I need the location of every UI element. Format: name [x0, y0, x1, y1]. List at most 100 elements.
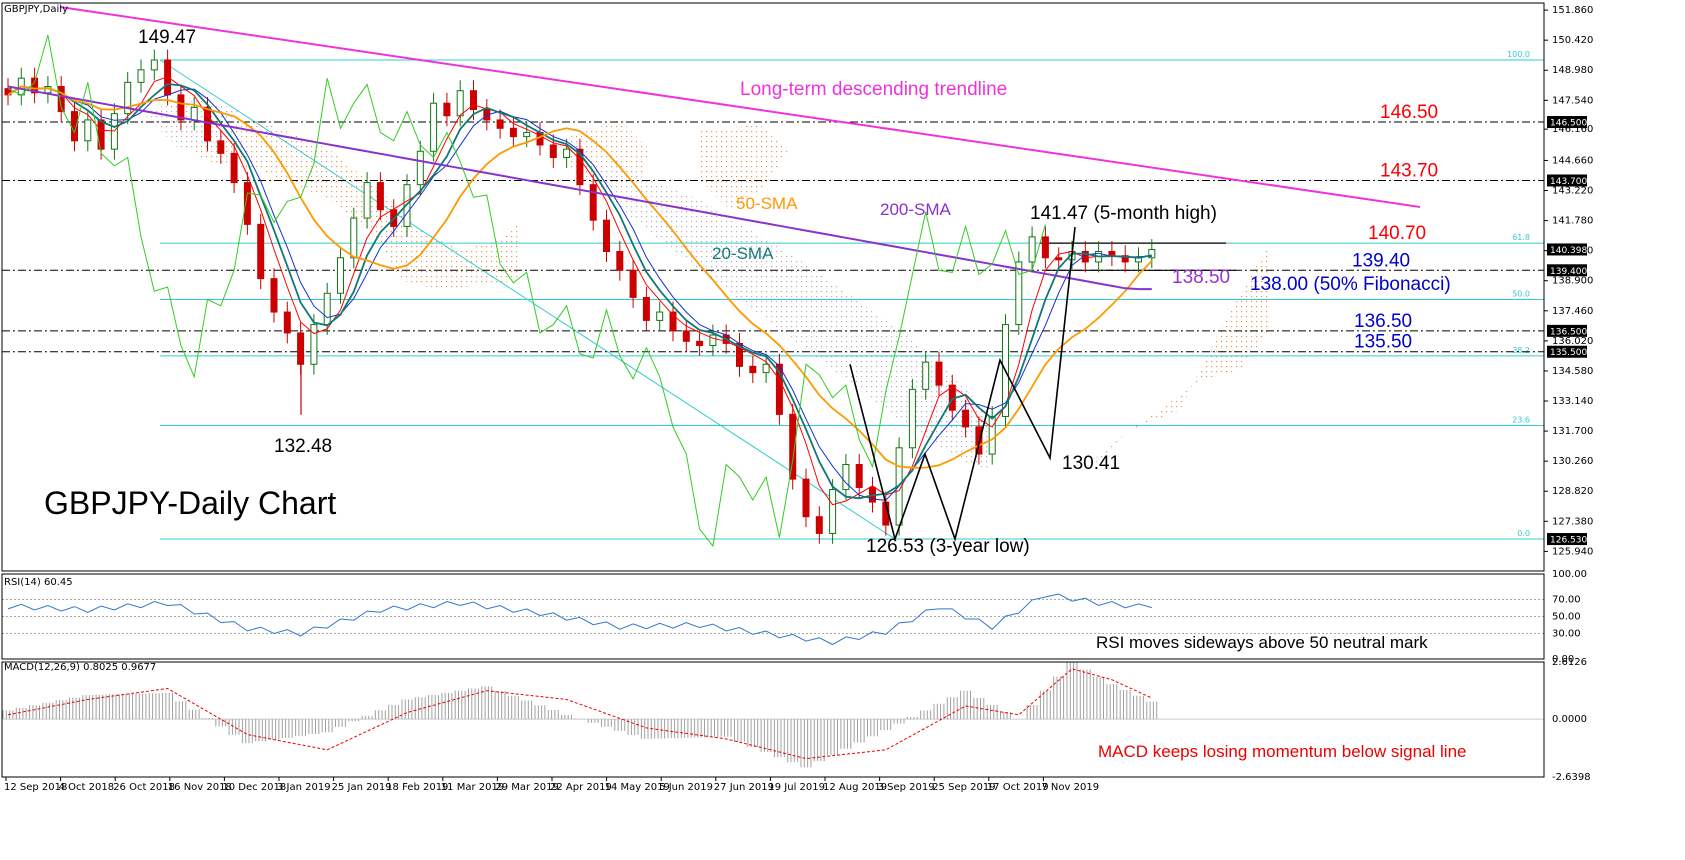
price-panel: 100.0 61.8 50.0 38.2 23.6 0.0 146.50 143.70 140.…: [2, 6, 1544, 548]
candle-body: [376, 182, 384, 211]
date-tick-label: 11 Mar 2019: [441, 782, 504, 793]
rsi-panel: 100.00 70.00 50.00 30.00 0.00: [2, 569, 1587, 665]
rsi-tick-label: 50.00: [1552, 612, 1581, 623]
low-jan-label: 132.48: [274, 436, 332, 457]
symbol-label: GBPJPY,Daily: [4, 4, 68, 15]
candle-body: [789, 413, 797, 480]
candle-body: [190, 106, 198, 121]
rsi-tick-label: 70.00: [1552, 595, 1581, 606]
candle-body: [576, 148, 584, 186]
date-tick-label: 12 Aug 2019: [823, 782, 887, 793]
date-tick-label: 29 Mar 2019: [495, 782, 558, 793]
macd-tick-label: 2.6126: [1552, 657, 1587, 668]
price-panel-frame: [1, 2, 1545, 572]
price-tick-label: 133.140: [1552, 396, 1593, 407]
candle-body: [84, 119, 92, 142]
candle-body: [629, 269, 637, 298]
price-tick-label: 147.540: [1552, 95, 1593, 106]
chart-title: GBPJPY-Daily Chart: [44, 485, 336, 521]
candle-body: [603, 219, 610, 252]
date-tick-label: 19 Jul 2019: [768, 782, 825, 793]
price-tick-label: 128.820: [1552, 486, 1593, 497]
candle-body: [337, 257, 344, 294]
price-tag-box: [1547, 174, 1587, 187]
axes-layer: 151.860 150.420 148.980 147.540 146.160 144.6…: [1, 2, 1593, 793]
zigzag-pattern: [849, 226, 1076, 542]
candle-body: [177, 94, 185, 121]
price-tick-label: 136.020: [1552, 336, 1593, 347]
fib-label-61-8: 61.8: [1512, 233, 1530, 242]
candle-body: [363, 182, 371, 219]
candle-body: [523, 131, 531, 138]
level-label-143-70: 143.70: [1380, 161, 1438, 182]
macd-signal-line: [7, 668, 1153, 760]
candle-body: [1015, 261, 1023, 326]
candle-body: [416, 150, 424, 186]
rsi-line: [7, 593, 1152, 646]
annotation-layer: GBPJPY,Daily GBPJPY-Daily Chart Long-ter…: [4, 4, 1467, 761]
candle-body: [589, 184, 597, 221]
candle-body: [842, 464, 850, 491]
price-tick-label: 146.160: [1552, 124, 1593, 135]
sma200-value-label: 138.50: [1172, 267, 1230, 288]
price-tick-label: 148.980: [1552, 65, 1593, 76]
price-tick-label: 150.420: [1552, 35, 1593, 46]
price-tag-label: 139.400: [1550, 267, 1587, 277]
ichimoku-cloud-orange: [180, 120, 520, 290]
candle-body: [682, 330, 690, 342]
candle-body: [669, 311, 677, 332]
ichimoku-cloud-gray: [600, 160, 990, 470]
candle-body: [775, 363, 783, 415]
candle-body: [217, 140, 225, 154]
price-tag-box: [1547, 533, 1587, 546]
price-tag-box: [1547, 116, 1587, 129]
candle-body: [988, 415, 996, 455]
candle-body: [283, 311, 291, 334]
price-tag-label: 126.530: [1550, 536, 1587, 546]
candle-body: [323, 292, 331, 326]
rsi-note: RSI moves sideways above 50 neutral mark: [1096, 633, 1428, 652]
candle-body: [656, 311, 664, 321]
candle-body: [110, 113, 118, 150]
rsi-tick-label: 0.00: [1552, 654, 1574, 665]
candle-body: [1028, 236, 1036, 263]
candle-body: [243, 182, 251, 225]
candle-body: [922, 361, 930, 390]
macd-tick-label: 0.0000: [1552, 714, 1587, 725]
candle-body: [137, 69, 145, 83]
candle-body: [616, 251, 624, 271]
price-tick-label: 143.220: [1552, 186, 1593, 197]
fib-diagonal: [159, 59, 896, 540]
fib-label-100-0: 100.0: [1507, 50, 1530, 59]
candle-body: [855, 464, 863, 488]
ichimoku-cloud-gray: [140, 100, 240, 150]
date-tick-label: 4 Oct 2018: [59, 782, 114, 793]
price-tag-label: 135.500: [1550, 348, 1587, 358]
price-tick-label: 151.860: [1552, 5, 1593, 16]
candle-body: [962, 409, 970, 428]
fib-label-23-6: 23.6: [1512, 415, 1530, 424]
candle-body: [270, 278, 278, 313]
macd-note: MACD keeps losing momentum below signal …: [1098, 742, 1467, 761]
candle-body: [815, 516, 823, 534]
sma20-line: [7, 83, 1152, 500]
low-sep-label: 130.41: [1062, 453, 1120, 474]
candle-body: [762, 363, 770, 374]
candle-body: [470, 90, 477, 110]
candle-body: [350, 217, 358, 259]
rsi-panel-frame: [1, 573, 1545, 660]
candle-body: [975, 426, 983, 455]
ichimoku-cloud-orange: [700, 125, 790, 210]
price-axis: 151.860 150.420 148.980 147.540 146.160 144.6…: [1544, 5, 1593, 557]
price-tick-label: 137.460: [1552, 306, 1593, 317]
date-tick-label: 17 Oct 2019: [987, 782, 1049, 793]
price-tick-label: 144.660: [1552, 155, 1593, 166]
price-tag-box: [1547, 243, 1587, 256]
candle-body: [802, 478, 810, 518]
candle-body: [709, 334, 717, 346]
candle-body: [549, 144, 557, 159]
kijun-line: [7, 85, 1152, 501]
macd-histogram: [2, 662, 1158, 768]
price-tag-label: 143.700: [1550, 177, 1587, 187]
